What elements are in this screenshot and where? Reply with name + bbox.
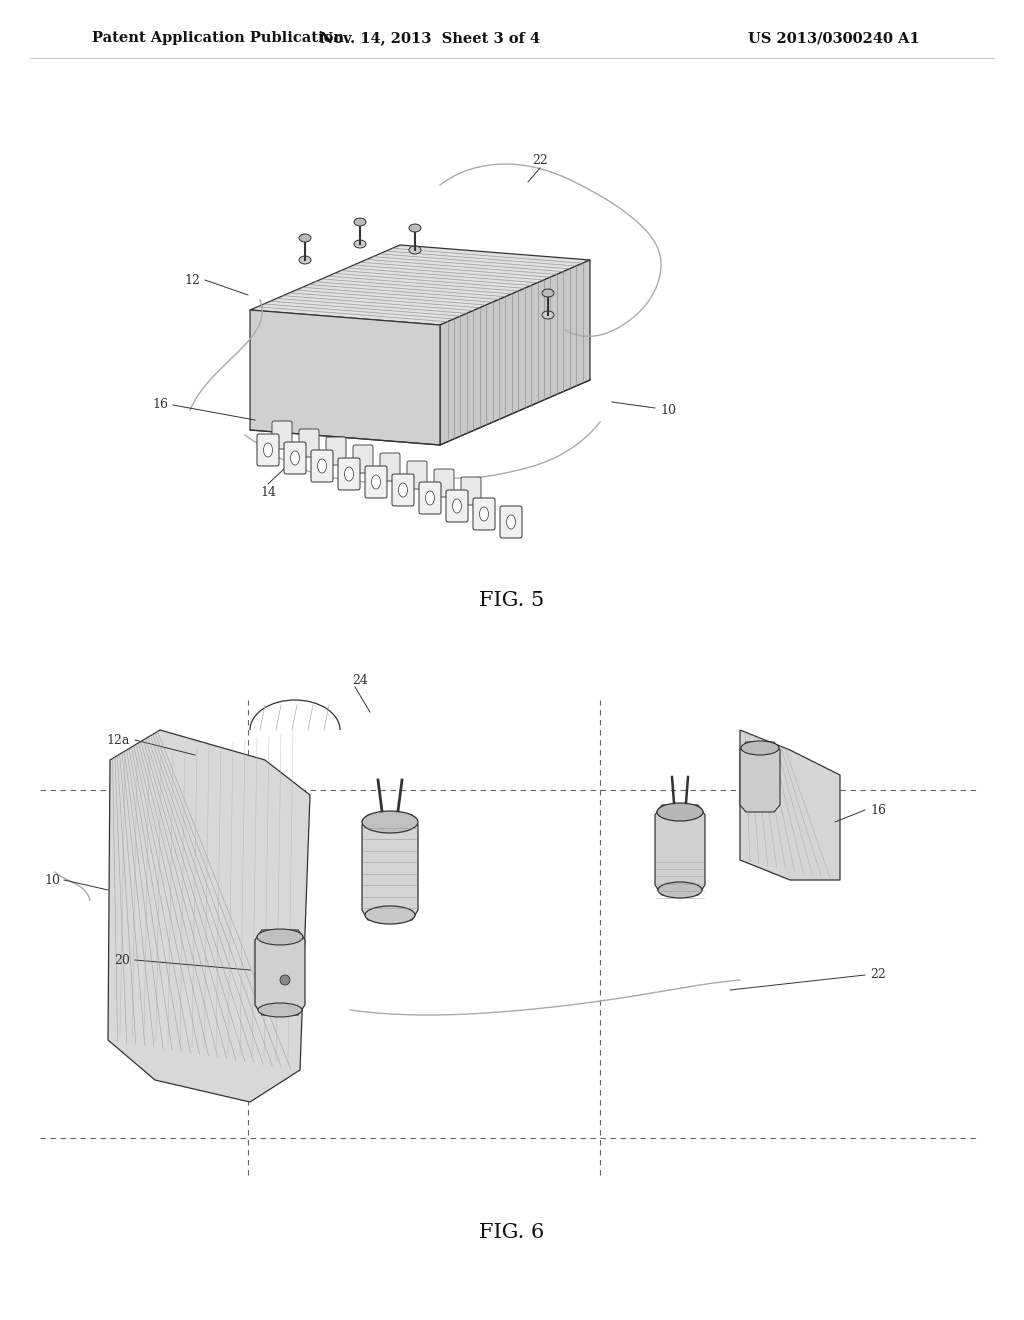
Text: 24: 24 — [352, 673, 368, 686]
Text: Nov. 14, 2013  Sheet 3 of 4: Nov. 14, 2013 Sheet 3 of 4 — [319, 30, 540, 45]
Text: 22: 22 — [532, 153, 548, 166]
FancyBboxPatch shape — [311, 450, 333, 482]
FancyBboxPatch shape — [434, 469, 454, 498]
Ellipse shape — [741, 741, 779, 755]
FancyBboxPatch shape — [407, 461, 427, 488]
Text: FIG. 6: FIG. 6 — [479, 1222, 545, 1242]
Ellipse shape — [299, 256, 311, 264]
Ellipse shape — [479, 507, 488, 521]
Text: 22: 22 — [870, 969, 886, 982]
FancyBboxPatch shape — [284, 442, 306, 474]
Ellipse shape — [398, 483, 408, 498]
Ellipse shape — [542, 312, 554, 319]
Ellipse shape — [354, 240, 366, 248]
FancyBboxPatch shape — [392, 474, 414, 506]
Text: 12: 12 — [184, 273, 200, 286]
Ellipse shape — [317, 459, 327, 473]
FancyBboxPatch shape — [299, 429, 319, 457]
Text: FIG. 5: FIG. 5 — [479, 590, 545, 610]
Text: 14: 14 — [260, 486, 276, 499]
Polygon shape — [250, 246, 590, 325]
Ellipse shape — [658, 882, 702, 898]
Ellipse shape — [426, 491, 434, 506]
Ellipse shape — [365, 906, 415, 924]
Polygon shape — [362, 814, 418, 920]
Polygon shape — [655, 805, 705, 895]
Ellipse shape — [657, 803, 703, 821]
Polygon shape — [740, 730, 840, 880]
Polygon shape — [250, 310, 440, 445]
Ellipse shape — [409, 246, 421, 253]
FancyBboxPatch shape — [380, 453, 400, 480]
Text: Patent Application Publication: Patent Application Publication — [92, 30, 344, 45]
Ellipse shape — [257, 929, 303, 945]
Polygon shape — [255, 931, 305, 1015]
Ellipse shape — [344, 467, 353, 480]
FancyBboxPatch shape — [500, 506, 522, 539]
Ellipse shape — [409, 224, 421, 232]
FancyBboxPatch shape — [419, 482, 441, 513]
Text: 20: 20 — [114, 953, 130, 966]
FancyBboxPatch shape — [257, 434, 279, 466]
Ellipse shape — [258, 1003, 302, 1016]
Text: 16: 16 — [152, 399, 168, 412]
Text: US 2013/0300240 A1: US 2013/0300240 A1 — [749, 30, 920, 45]
FancyBboxPatch shape — [353, 445, 373, 473]
Ellipse shape — [299, 234, 311, 242]
Polygon shape — [740, 742, 780, 812]
FancyBboxPatch shape — [326, 437, 346, 465]
Polygon shape — [108, 730, 310, 1102]
Text: 10: 10 — [660, 404, 676, 417]
FancyBboxPatch shape — [446, 490, 468, 521]
FancyBboxPatch shape — [473, 498, 495, 531]
FancyBboxPatch shape — [365, 466, 387, 498]
FancyBboxPatch shape — [338, 458, 360, 490]
Ellipse shape — [372, 475, 381, 488]
Text: 12a: 12a — [106, 734, 130, 747]
Polygon shape — [440, 260, 590, 445]
Circle shape — [280, 975, 290, 985]
Ellipse shape — [263, 444, 272, 457]
Text: 16: 16 — [870, 804, 886, 817]
Ellipse shape — [542, 289, 554, 297]
FancyBboxPatch shape — [272, 421, 292, 449]
Ellipse shape — [507, 515, 515, 529]
Ellipse shape — [453, 499, 462, 513]
Ellipse shape — [291, 451, 299, 465]
Text: 10: 10 — [44, 874, 60, 887]
Ellipse shape — [354, 218, 366, 226]
Ellipse shape — [362, 810, 418, 833]
FancyBboxPatch shape — [461, 477, 481, 506]
